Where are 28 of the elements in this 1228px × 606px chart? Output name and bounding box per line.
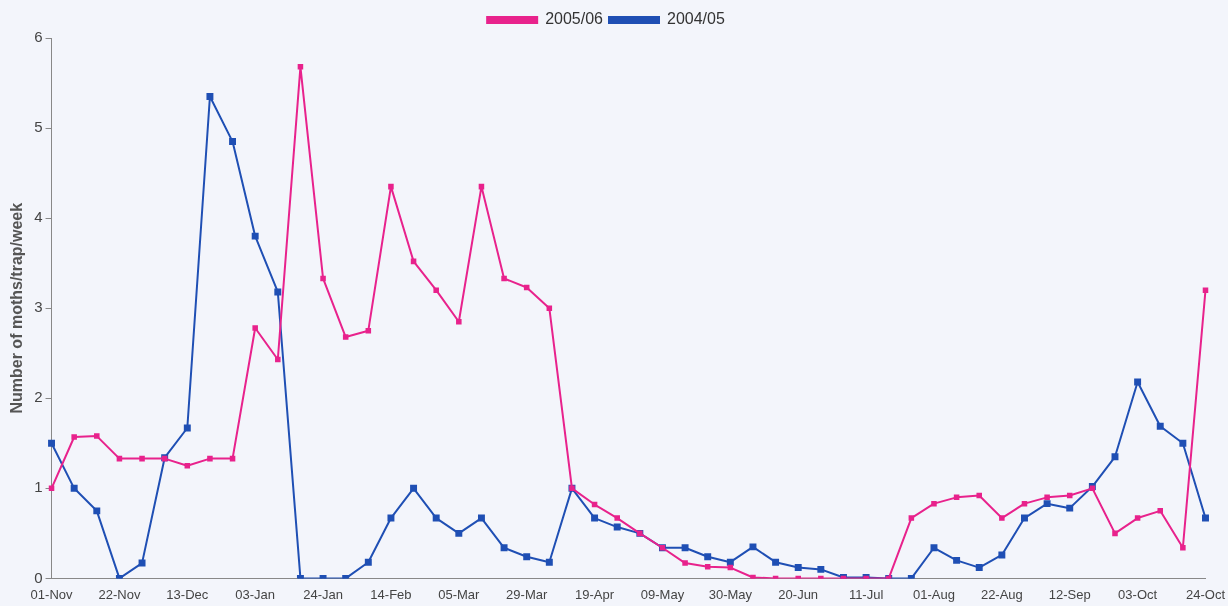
x-tick-label: 14-Feb: [370, 586, 412, 602]
y-tick-label: 1: [34, 478, 43, 496]
legend-label: 2005/06: [545, 10, 604, 28]
x-tick-label: 09-May: [640, 586, 685, 602]
y-tick-label: 2: [34, 388, 43, 406]
x-tick-label: 12-Sep: [1048, 586, 1091, 602]
x-tick-label: 03-Jan: [235, 586, 276, 602]
x-tick-label: 22-Nov: [98, 586, 141, 602]
y-tick-label: 6: [34, 28, 43, 46]
x-tick-label: 05-Mar: [438, 586, 481, 602]
y-axis-title: Number of moths/trap/week: [8, 202, 26, 414]
x-tick-label: 20-Jun: [778, 586, 819, 602]
x-tick-label: 24-Oct: [1185, 586, 1226, 602]
legend-label: 2004/05: [667, 10, 725, 28]
x-tick-label: 11-Jul: [848, 586, 884, 602]
y-tick-label: 3: [34, 298, 43, 316]
x-tick-label: 22-Aug: [980, 586, 1023, 602]
x-tick-label: 19-Apr: [575, 586, 615, 602]
x-tick-label: 29-Mar: [506, 586, 548, 602]
y-tick-label: 4: [34, 208, 43, 226]
x-tick-label: 01-Nov: [30, 586, 73, 602]
y-tick-label: 0: [34, 568, 43, 586]
x-tick-label: 13-Dec: [166, 586, 209, 602]
y-tick-label: 5: [34, 118, 43, 136]
x-tick-label: 03-Oct: [1118, 586, 1158, 602]
x-tick-label: 24-Jan: [303, 586, 343, 602]
x-tick-label: 01-Aug: [913, 586, 955, 602]
x-tick-label: 30-May: [708, 586, 753, 602]
